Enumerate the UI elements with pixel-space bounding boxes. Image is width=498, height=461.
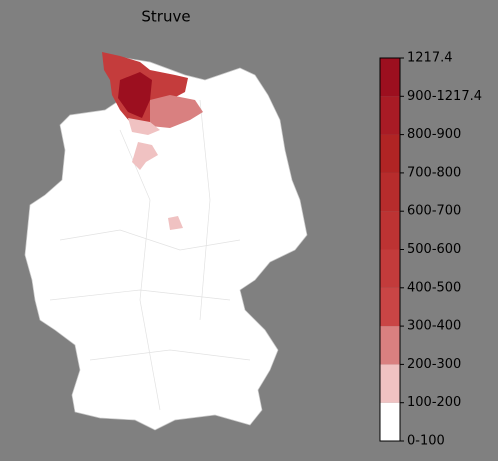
colorbar-segment	[380, 287, 400, 327]
colorbar-label: 300-400	[407, 319, 461, 334]
region-mid	[132, 142, 158, 170]
colorbar-label: 700-800	[407, 165, 461, 180]
region-center	[168, 216, 183, 230]
colorbar-label: 200-300	[407, 357, 461, 372]
region-north-core	[118, 72, 152, 118]
colorbar-segment	[380, 402, 400, 441]
country-outline	[24, 54, 308, 431]
colorbar-segment	[380, 326, 400, 365]
colorbar-label: 1217.4	[407, 51, 453, 66]
colorbar-label: 100-200	[407, 395, 461, 410]
colorbar-segment	[380, 58, 400, 97]
region-east	[150, 95, 203, 128]
colorbar-label: 500-600	[407, 242, 461, 257]
colorbar-segment	[380, 134, 400, 173]
colorbar-label: 900-1217.4	[407, 89, 482, 104]
colorbar: 0-100 100-200 200-300 300-400 400-500 500-600…	[379, 51, 482, 449]
district-borders	[49, 99, 251, 411]
colorbar-label: 0-100	[407, 434, 445, 449]
colorbar-segment	[380, 364, 400, 403]
colorbar-segment	[380, 96, 400, 135]
colorbar-segment	[380, 211, 400, 250]
colorbar-segment	[380, 249, 400, 288]
colorbar-label: 400-500	[407, 280, 461, 295]
map-title: Struve	[141, 8, 190, 26]
colorbar-label: 600-700	[407, 204, 461, 219]
region-south	[128, 118, 160, 135]
colorbar-segment	[380, 172, 400, 212]
germany-map	[24, 52, 308, 431]
colorbar-label: 800-900	[407, 127, 461, 142]
